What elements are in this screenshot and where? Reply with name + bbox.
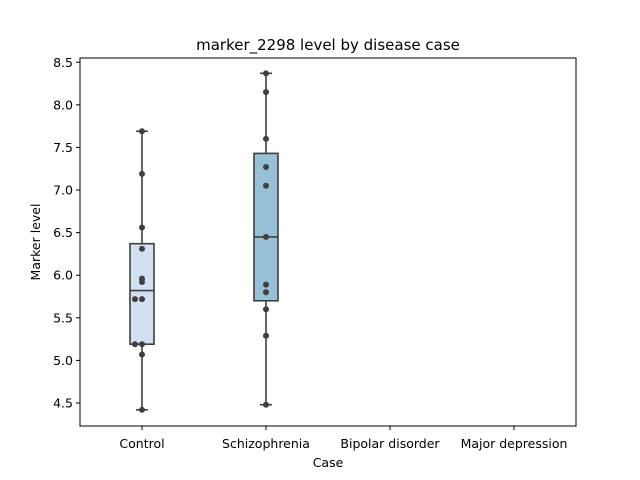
data-point <box>263 289 269 296</box>
data-point <box>139 224 145 231</box>
y-tick-label: 5.5 <box>53 310 73 325</box>
box-group-control <box>129 128 155 413</box>
y-tick-label: 5.0 <box>53 353 73 368</box>
data-point <box>263 401 269 408</box>
plot-area <box>129 70 279 413</box>
data-point <box>263 70 269 77</box>
data-point <box>139 341 145 348</box>
data-point <box>139 296 145 303</box>
chart-title: marker_2298 level by disease case <box>196 36 460 55</box>
data-point <box>263 164 269 171</box>
y-tick-label: 7.5 <box>53 140 73 155</box>
x-tick-label: Schizophrenia <box>222 436 310 451</box>
data-point <box>132 296 138 303</box>
axes-frame <box>79 57 577 427</box>
data-point <box>263 182 269 189</box>
data-point <box>263 306 269 313</box>
x-tick-label: Control <box>119 436 164 451</box>
data-point <box>139 351 145 358</box>
iqr-box <box>129 242 155 346</box>
data-point <box>139 245 145 252</box>
data-point <box>139 275 145 282</box>
box-group-schizophrenia <box>253 70 279 408</box>
y-tick-label: 8.0 <box>53 97 73 112</box>
y-tick-label: 6.5 <box>53 225 73 240</box>
x-axis: Control Schizophrenia Bipolar disorder Majo… <box>119 426 567 451</box>
y-tick-label: 4.5 <box>53 396 73 411</box>
data-point <box>139 128 145 135</box>
data-point <box>132 341 138 348</box>
data-point <box>263 332 269 339</box>
data-point <box>139 170 145 177</box>
y-axis: 4.5 5.0 5.5 6.0 6.5 7.0 7.5 8.0 8.5 <box>53 55 80 411</box>
y-axis-title: Marker level <box>28 204 43 281</box>
y-tick-label: 7.0 <box>53 183 73 198</box>
data-point <box>263 135 269 142</box>
data-point <box>263 233 269 240</box>
data-point <box>139 406 145 413</box>
x-tick-label: Major depression <box>461 436 568 451</box>
x-tick-label: Bipolar disorder <box>340 436 440 451</box>
data-point <box>263 89 269 96</box>
data-point <box>263 281 269 288</box>
y-tick-label: 6.0 <box>53 268 73 283</box>
x-axis-title: Case <box>313 455 344 470</box>
y-tick-label: 8.5 <box>53 55 73 70</box>
iqr-box <box>253 152 279 302</box>
